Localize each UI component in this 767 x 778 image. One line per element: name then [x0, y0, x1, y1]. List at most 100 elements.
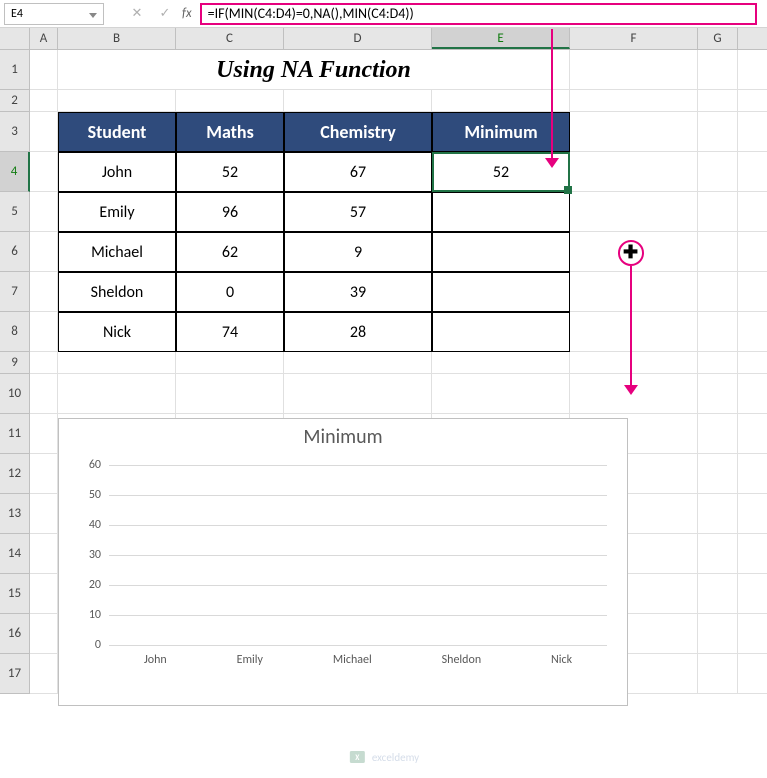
row-header-10[interactable]: 10 [0, 374, 30, 414]
cell-G5[interactable] [698, 192, 738, 232]
cell-G10[interactable] [698, 374, 738, 414]
cell-A14[interactable] [30, 534, 58, 574]
enter-icon[interactable]: ✓ [158, 7, 172, 21]
table-cell[interactable] [432, 272, 570, 312]
row-header-8[interactable]: 8 [0, 312, 30, 352]
table-cell[interactable]: 52 [176, 152, 284, 192]
cell-G16[interactable] [698, 614, 738, 654]
cell-A3[interactable] [30, 112, 58, 152]
table-cell[interactable]: 0 [176, 272, 284, 312]
cell-A13[interactable] [30, 494, 58, 534]
table-cell[interactable]: Nick [58, 312, 176, 352]
row-header-5[interactable]: 5 [0, 192, 30, 232]
table-cell[interactable]: 57 [284, 192, 432, 232]
cell-F3[interactable] [570, 112, 698, 152]
table-cell[interactable]: Michael [58, 232, 176, 272]
table-cell[interactable]: 96 [176, 192, 284, 232]
cell-C2[interactable] [176, 90, 284, 112]
row-header-14[interactable]: 14 [0, 534, 30, 574]
cell-D10[interactable] [284, 374, 432, 414]
cell-G17[interactable] [698, 654, 738, 694]
col-header-F[interactable]: F [570, 28, 698, 49]
cell-D2[interactable] [284, 90, 432, 112]
cell-A11[interactable] [30, 414, 58, 454]
cell-A6[interactable] [30, 232, 58, 272]
cell-F9[interactable] [570, 352, 698, 374]
cell-G15[interactable] [698, 574, 738, 614]
cell-A2[interactable] [30, 90, 58, 112]
cell-G9[interactable] [698, 352, 738, 374]
cell-F4[interactable] [570, 152, 698, 192]
cell-A5[interactable] [30, 192, 58, 232]
table-header-minimum[interactable]: Minimum [432, 112, 570, 152]
cell-B10[interactable] [58, 374, 176, 414]
name-box[interactable]: E4 [4, 3, 104, 25]
cell-C10[interactable] [176, 374, 284, 414]
fx-icon[interactable]: fx [182, 6, 192, 21]
cell-A10[interactable] [30, 374, 58, 414]
cell-E10[interactable] [432, 374, 570, 414]
row-header-7[interactable]: 7 [0, 272, 30, 312]
cell-E2[interactable] [432, 90, 570, 112]
row-header-2[interactable]: 2 [0, 90, 30, 112]
cell-A12[interactable] [30, 454, 58, 494]
cell-G4[interactable] [698, 152, 738, 192]
row-header-3[interactable]: 3 [0, 112, 30, 152]
cell-D9[interactable] [284, 352, 432, 374]
table-cell[interactable]: 74 [176, 312, 284, 352]
table-cell[interactable] [432, 192, 570, 232]
row-header-15[interactable]: 15 [0, 574, 30, 614]
cell-F8[interactable] [570, 312, 698, 352]
col-header-G[interactable]: G [698, 28, 738, 49]
col-header-E[interactable]: E [432, 28, 570, 49]
fill-handle[interactable] [564, 186, 572, 194]
table-cell[interactable]: 39 [284, 272, 432, 312]
cell-G3[interactable] [698, 112, 738, 152]
cell-G13[interactable] [698, 494, 738, 534]
row-header-6[interactable]: 6 [0, 232, 30, 272]
cell-A17[interactable] [30, 654, 58, 694]
table-cell[interactable]: Emily [58, 192, 176, 232]
chart[interactable]: Minimum 0102030405060 JohnEmilyMichaelSh… [58, 418, 628, 706]
row-header-9[interactable]: 9 [0, 352, 30, 374]
table-cell[interactable] [432, 312, 570, 352]
table-header-maths[interactable]: Maths [176, 112, 284, 152]
cell-A1[interactable] [30, 50, 58, 90]
cell-G6[interactable] [698, 232, 738, 272]
table-cell[interactable]: 67 [284, 152, 432, 192]
cell-F1[interactable] [570, 50, 698, 90]
cell-G14[interactable] [698, 534, 738, 574]
row-header-4[interactable]: 4 [0, 152, 30, 192]
cell-A8[interactable] [30, 312, 58, 352]
row-header-17[interactable]: 17 [0, 654, 30, 694]
col-header-D[interactable]: D [284, 28, 432, 49]
select-all-corner[interactable] [0, 28, 30, 49]
cancel-icon[interactable]: ✕ [130, 7, 144, 21]
cell-E9[interactable] [432, 352, 570, 374]
cell-G8[interactable] [698, 312, 738, 352]
cell-G11[interactable] [698, 414, 738, 454]
cell-A4[interactable] [30, 152, 58, 192]
cell-A16[interactable] [30, 614, 58, 654]
col-header-C[interactable]: C [176, 28, 284, 49]
cell-B9[interactable] [58, 352, 176, 374]
col-header-B[interactable]: B [58, 28, 176, 49]
cell-A7[interactable] [30, 272, 58, 312]
cell-G12[interactable] [698, 454, 738, 494]
row-header-11[interactable]: 11 [0, 414, 30, 454]
table-header-chemistry[interactable]: Chemistry [284, 112, 432, 152]
formula-input[interactable]: =IF(MIN(C4:D4)=0,NA(),MIN(C4:D4)) [200, 3, 757, 25]
cell-A9[interactable] [30, 352, 58, 374]
table-cell[interactable]: Sheldon [58, 272, 176, 312]
table-header-student[interactable]: Student [58, 112, 176, 152]
table-cell[interactable] [432, 232, 570, 272]
cell-F7[interactable] [570, 272, 698, 312]
table-cell[interactable]: John [58, 152, 176, 192]
cell-F5[interactable] [570, 192, 698, 232]
row-header-1[interactable]: 1 [0, 50, 30, 90]
cell-B2[interactable] [58, 90, 176, 112]
cell-C9[interactable] [176, 352, 284, 374]
table-cell[interactable]: 9 [284, 232, 432, 272]
cell-F2[interactable] [570, 90, 698, 112]
cell-A15[interactable] [30, 574, 58, 614]
